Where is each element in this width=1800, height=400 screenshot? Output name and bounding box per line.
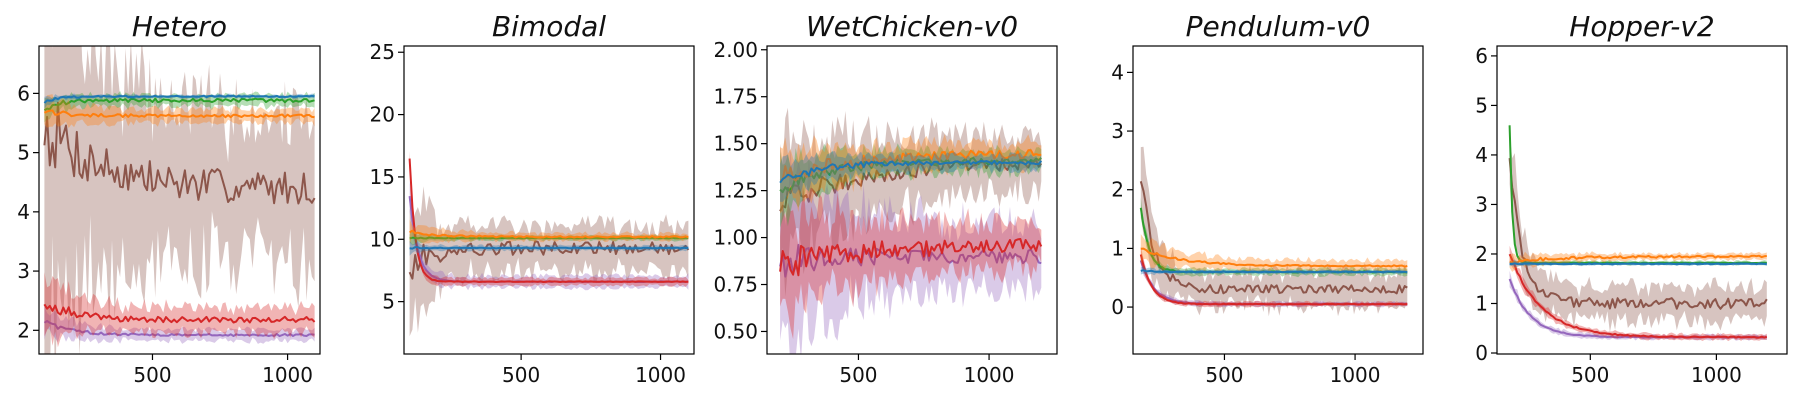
x-tick-label: 500 — [1205, 363, 1243, 387]
x-tick-label: 1000 — [1330, 363, 1381, 387]
chart-panel-1: 500 1000 2 3 4 5 6 Hetero — [17, 10, 321, 387]
axes-frame — [38, 45, 321, 355]
x-tick-label: 500 — [133, 363, 171, 387]
series-line-brown — [408, 240, 690, 280]
band-red — [44, 272, 315, 348]
series-line-green — [1508, 125, 1767, 265]
x-tick-label: 500 — [502, 363, 540, 387]
y-tick-label: 1.25 — [713, 179, 758, 203]
y-tick-label: 0 — [1475, 341, 1488, 365]
series-line-red — [779, 238, 1043, 277]
band-green — [44, 91, 315, 123]
band-brown — [1509, 132, 1767, 333]
series-line-red — [43, 303, 316, 324]
series-line-orange — [1140, 247, 1408, 268]
y-tick-label: 10 — [370, 227, 395, 251]
x-tick-label: 1000 — [1691, 363, 1742, 387]
y-tick-label: 6 — [1475, 44, 1488, 68]
band-orange — [44, 94, 315, 129]
series-line-red — [1508, 253, 1768, 339]
series-line-blue — [43, 94, 315, 104]
band-brown — [1140, 146, 1408, 317]
series-line-orange — [43, 109, 315, 119]
y-tick-label: 2 — [1111, 178, 1124, 202]
y-tick-label: 0.50 — [713, 319, 758, 343]
x-tick-label: 500 — [839, 363, 877, 387]
chart-panel-2: 500 1000 5 10 15 20 25 Bimodal — [370, 10, 695, 387]
band-brown — [44, 46, 315, 354]
chart-panel-3: 500 1000 0.50 0.75 1.00 1.25 1.50 1.75 2.00 WetCh… — [713, 10, 1058, 387]
y-tick-label: 0.75 — [713, 273, 758, 297]
series-line-blue — [1140, 269, 1408, 274]
chart-title: WetChicken-v0 — [806, 10, 1018, 43]
y-tick-label: 5 — [1475, 93, 1488, 117]
y-tick-label: 4 — [17, 200, 30, 224]
y-tick-label: 1 — [1475, 291, 1488, 315]
x-tick-label: 1000 — [262, 363, 313, 387]
plot-area — [408, 151, 690, 337]
y-tick-label: 25 — [370, 40, 395, 64]
chart-title: Hopper-v2 — [1569, 10, 1714, 43]
band-orange — [1140, 234, 1408, 274]
y-tick-label: 2 — [17, 318, 30, 342]
plot-area — [779, 107, 1043, 354]
plot-area — [1508, 120, 1768, 342]
series-line-orange — [779, 149, 1042, 182]
series-line-brown — [1139, 181, 1408, 295]
series-line-blue — [779, 159, 1043, 184]
y-tick-label: 2 — [1475, 242, 1488, 266]
band-brown — [409, 186, 689, 337]
series-line-brown — [43, 101, 316, 205]
y-tick-label: 3 — [1111, 119, 1124, 143]
y-tick-label: 2.00 — [713, 38, 758, 62]
y-tick-label: 5 — [17, 141, 30, 165]
series-line-green — [43, 97, 315, 112]
chart-panel-5: 500 1000 0 1 2 3 4 5 6 Hopper-v2 — [1475, 10, 1788, 387]
y-tick-label: 1 — [1111, 236, 1124, 260]
series-line-red — [408, 158, 689, 283]
x-tick-label: 1000 — [964, 363, 1015, 387]
band-blue — [1140, 266, 1408, 276]
band-purple — [1140, 256, 1408, 308]
plot-area — [1139, 146, 1408, 317]
series-line-orange — [1509, 254, 1767, 264]
series-line-orange — [409, 229, 689, 239]
band-green — [1509, 120, 1767, 266]
series-line-purple — [43, 319, 315, 338]
series-line-purple — [779, 243, 1042, 278]
chart-panel-4: 500 1000 0 1 2 3 4 Pendulum-v0 — [1111, 10, 1424, 387]
series-line-blue — [409, 246, 689, 250]
band-red — [780, 187, 1042, 340]
x-tick-label: 500 — [1571, 363, 1609, 387]
series-line-brown — [779, 158, 1043, 212]
y-tick-label: 0 — [1111, 295, 1124, 319]
series-line-brown — [1508, 158, 1768, 310]
axes-frame — [766, 45, 1058, 355]
y-tick-label: 1.50 — [713, 132, 758, 156]
chart-title: Pendulum-v0 — [1186, 10, 1371, 43]
series-line-red — [1139, 254, 1408, 306]
band-red — [1140, 246, 1408, 308]
y-tick-label: 6 — [17, 81, 30, 105]
y-tick-label: 1.00 — [713, 226, 758, 250]
plot-area — [43, 46, 316, 354]
y-tick-label: 5 — [382, 290, 395, 314]
series-line-blue — [1509, 262, 1767, 266]
axes-frame — [1132, 45, 1424, 355]
y-tick-label: 15 — [370, 165, 395, 189]
band-orange — [409, 219, 689, 246]
y-tick-label: 20 — [370, 103, 395, 127]
chart-title: Hetero — [132, 10, 227, 43]
y-tick-label: 3 — [17, 259, 30, 283]
axes-frame — [403, 45, 695, 355]
x-tick-label: 1000 — [635, 363, 686, 387]
axes-frame — [1496, 45, 1788, 355]
y-tick-label: 1.75 — [713, 85, 758, 109]
chart-title: Bimodal — [492, 10, 606, 43]
y-tick-label: 4 — [1111, 60, 1124, 84]
y-tick-label: 4 — [1475, 143, 1488, 167]
y-tick-label: 3 — [1475, 192, 1488, 216]
